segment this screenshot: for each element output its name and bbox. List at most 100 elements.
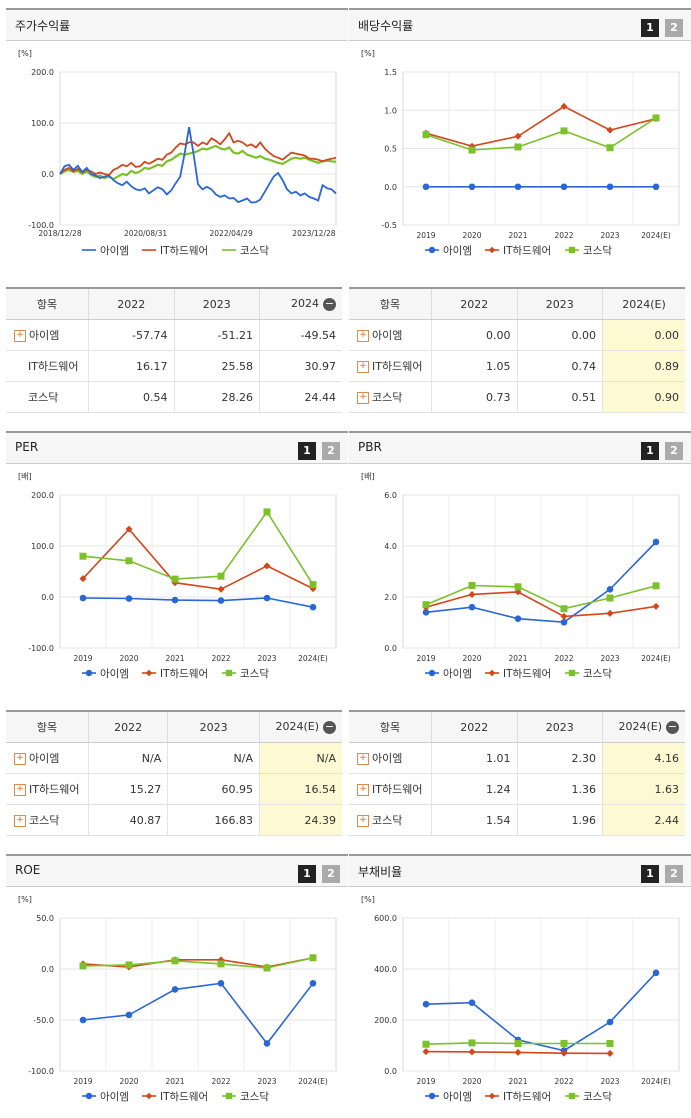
- per-point-2[interactable]: [125, 557, 133, 565]
- pbr-point-1[interactable]: [560, 612, 568, 620]
- expand-icon[interactable]: +: [357, 784, 369, 796]
- dividend-point-0[interactable]: [652, 183, 660, 191]
- dividend-point-2[interactable]: [652, 114, 660, 122]
- pbr-point-2[interactable]: [652, 582, 660, 590]
- page-button-1[interactable]: 1: [641, 442, 659, 460]
- debt-legend-item-0[interactable]: 아이엠: [425, 1091, 472, 1103]
- pbr-point-2[interactable]: [560, 605, 568, 613]
- expand-icon[interactable]: +: [357, 361, 369, 373]
- pbr-point-0[interactable]: [514, 615, 522, 622]
- per-legend-item-2[interactable]: 코스닥: [222, 668, 269, 680]
- per-point-0[interactable]: [171, 596, 179, 604]
- per-legend-item-0[interactable]: 아이엠: [82, 668, 129, 680]
- per-point-2[interactable]: [263, 508, 271, 516]
- dividend-point-1[interactable]: [560, 102, 568, 110]
- pbr-legend-item-2[interactable]: 코스닥: [565, 668, 612, 680]
- roe-point-0[interactable]: [309, 979, 317, 987]
- pbr-point-1[interactable]: [606, 609, 614, 617]
- debt-point-2[interactable]: [422, 1040, 430, 1048]
- per-point-2[interactable]: [171, 575, 179, 583]
- roe-point-2[interactable]: [79, 962, 87, 970]
- row-label-cell[interactable]: + 코스닥: [349, 381, 432, 413]
- roe-point-0[interactable]: [263, 1040, 271, 1047]
- dividend-legend-item-2[interactable]: 코스닥: [565, 245, 612, 257]
- per-point-1[interactable]: [171, 579, 179, 587]
- pbr-point-2[interactable]: [468, 582, 476, 590]
- pbr-point-0[interactable]: [422, 609, 430, 616]
- pbr-point-0[interactable]: [468, 603, 476, 611]
- dividend-legend-item-1[interactable]: IT하드웨어: [485, 244, 551, 257]
- expand-icon[interactable]: +: [14, 784, 26, 796]
- per-point-1[interactable]: [263, 562, 271, 570]
- page-button-1[interactable]: 1: [641, 19, 659, 37]
- row-label-cell[interactable]: + 아이엠: [6, 319, 89, 351]
- expand-icon[interactable]: +: [14, 330, 26, 342]
- debt-point-1[interactable]: [468, 1048, 476, 1056]
- stock-legend-item-2[interactable]: 코스닥: [222, 245, 269, 257]
- debt-legend-item-2[interactable]: 코스닥: [565, 1091, 612, 1103]
- roe-point-2[interactable]: [309, 954, 317, 962]
- expand-icon[interactable]: +: [357, 330, 369, 342]
- debt-point-2[interactable]: [560, 1039, 568, 1047]
- roe-point-1[interactable]: [217, 956, 225, 964]
- pbr-point-1[interactable]: [652, 602, 660, 610]
- dividend-point-0[interactable]: [468, 183, 476, 191]
- debt-point-1[interactable]: [422, 1048, 430, 1056]
- pbr-point-2[interactable]: [514, 583, 522, 591]
- row-label-cell[interactable]: + 아이엠: [349, 319, 432, 351]
- row-label-cell[interactable]: + 코스닥: [349, 804, 432, 836]
- roe-point-2[interactable]: [171, 957, 179, 965]
- roe-point-2[interactable]: [217, 960, 225, 968]
- row-label-cell[interactable]: + 아이엠: [6, 742, 89, 774]
- pbr-legend-item-0[interactable]: 아이엠: [425, 668, 472, 680]
- row-label-cell[interactable]: + 코스닥: [6, 804, 89, 836]
- per-point-2[interactable]: [217, 572, 225, 580]
- per-point-2[interactable]: [309, 581, 317, 589]
- pbr-point-0[interactable]: [560, 618, 568, 626]
- expand-icon[interactable]: +: [357, 753, 369, 765]
- stock-legend-item-1[interactable]: IT하드웨어: [142, 244, 208, 257]
- row-label-cell[interactable]: + IT하드웨어: [6, 773, 89, 805]
- page-button-2[interactable]: 2: [322, 442, 340, 460]
- dividend-point-0[interactable]: [560, 183, 568, 191]
- dividend-point-2[interactable]: [606, 144, 614, 152]
- row-label-cell[interactable]: + 아이엠: [349, 742, 432, 774]
- per-point-0[interactable]: [217, 597, 225, 604]
- collapse-icon[interactable]: −: [666, 719, 679, 734]
- expand-icon[interactable]: +: [357, 815, 369, 827]
- pbr-point-0[interactable]: [606, 586, 614, 593]
- pbr-point-2[interactable]: [422, 601, 430, 609]
- dividend-point-2[interactable]: [514, 143, 522, 151]
- per-point-0[interactable]: [79, 594, 87, 602]
- pbr-point-2[interactable]: [606, 594, 614, 602]
- debt-point-1[interactable]: [606, 1049, 614, 1057]
- debt-point-2[interactable]: [514, 1039, 522, 1047]
- expand-icon[interactable]: +: [14, 815, 26, 827]
- expand-icon[interactable]: +: [14, 753, 26, 765]
- roe-legend-item-2[interactable]: 코스닥: [222, 1091, 269, 1103]
- dividend-legend-item-0[interactable]: 아이엠: [425, 245, 472, 257]
- page-button-1[interactable]: 1: [298, 865, 316, 883]
- roe-point-0[interactable]: [125, 1011, 133, 1019]
- per-point-0[interactable]: [263, 594, 271, 602]
- row-label-cell[interactable]: + IT하드웨어: [349, 350, 432, 382]
- page-button-2[interactable]: 2: [665, 865, 683, 883]
- page-button-2[interactable]: 2: [322, 865, 340, 883]
- row-label-cell[interactable]: + IT하드웨어: [349, 773, 432, 805]
- dividend-point-0[interactable]: [606, 183, 614, 191]
- pbr-point-0[interactable]: [652, 538, 660, 546]
- debt-point-0[interactable]: [606, 1018, 614, 1026]
- debt-point-2[interactable]: [606, 1039, 614, 1047]
- per-point-1[interactable]: [309, 585, 317, 593]
- per-point-1[interactable]: [125, 525, 133, 533]
- stock-legend-item-0[interactable]: 아이엠: [82, 245, 129, 257]
- collapse-icon[interactable]: −: [323, 719, 336, 734]
- dividend-point-0[interactable]: [422, 183, 430, 191]
- debt-point-1[interactable]: [560, 1049, 568, 1057]
- pbr-point-1[interactable]: [468, 590, 476, 598]
- dividend-point-2[interactable]: [422, 131, 430, 139]
- roe-point-2[interactable]: [263, 964, 271, 972]
- roe-point-2[interactable]: [125, 961, 133, 969]
- page-button-1[interactable]: 1: [641, 865, 659, 883]
- per-point-1[interactable]: [217, 585, 225, 593]
